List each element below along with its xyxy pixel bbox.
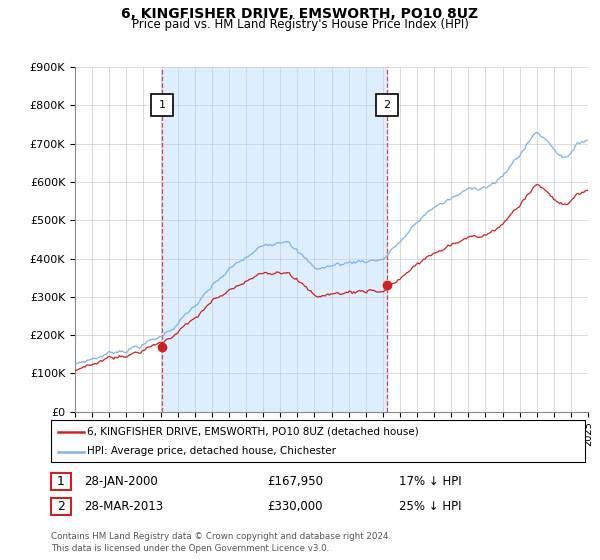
Text: 25% ↓ HPI: 25% ↓ HPI xyxy=(399,500,461,514)
Text: 17% ↓ HPI: 17% ↓ HPI xyxy=(399,475,461,488)
Text: Price paid vs. HM Land Registry's House Price Index (HPI): Price paid vs. HM Land Registry's House … xyxy=(131,18,469,31)
Text: 1: 1 xyxy=(57,475,65,488)
Bar xyxy=(162,67,387,412)
Text: Contains HM Land Registry data © Crown copyright and database right 2024.
This d: Contains HM Land Registry data © Crown c… xyxy=(51,533,391,553)
Bar xyxy=(580,67,588,412)
Text: 28-MAR-2013: 28-MAR-2013 xyxy=(84,500,163,514)
Text: 6, KINGFISHER DRIVE, EMSWORTH, PO10 8UZ: 6, KINGFISHER DRIVE, EMSWORTH, PO10 8UZ xyxy=(121,7,479,21)
Text: 28-JAN-2000: 28-JAN-2000 xyxy=(84,475,158,488)
Text: HPI: Average price, detached house, Chichester: HPI: Average price, detached house, Chic… xyxy=(87,446,336,456)
Text: £167,950: £167,950 xyxy=(267,475,323,488)
Text: 6, KINGFISHER DRIVE, EMSWORTH, PO10 8UZ (detached house): 6, KINGFISHER DRIVE, EMSWORTH, PO10 8UZ … xyxy=(87,427,419,437)
Text: £330,000: £330,000 xyxy=(267,500,323,514)
Text: 2: 2 xyxy=(383,100,391,110)
Text: 2: 2 xyxy=(57,500,65,514)
Text: 1: 1 xyxy=(158,100,166,110)
